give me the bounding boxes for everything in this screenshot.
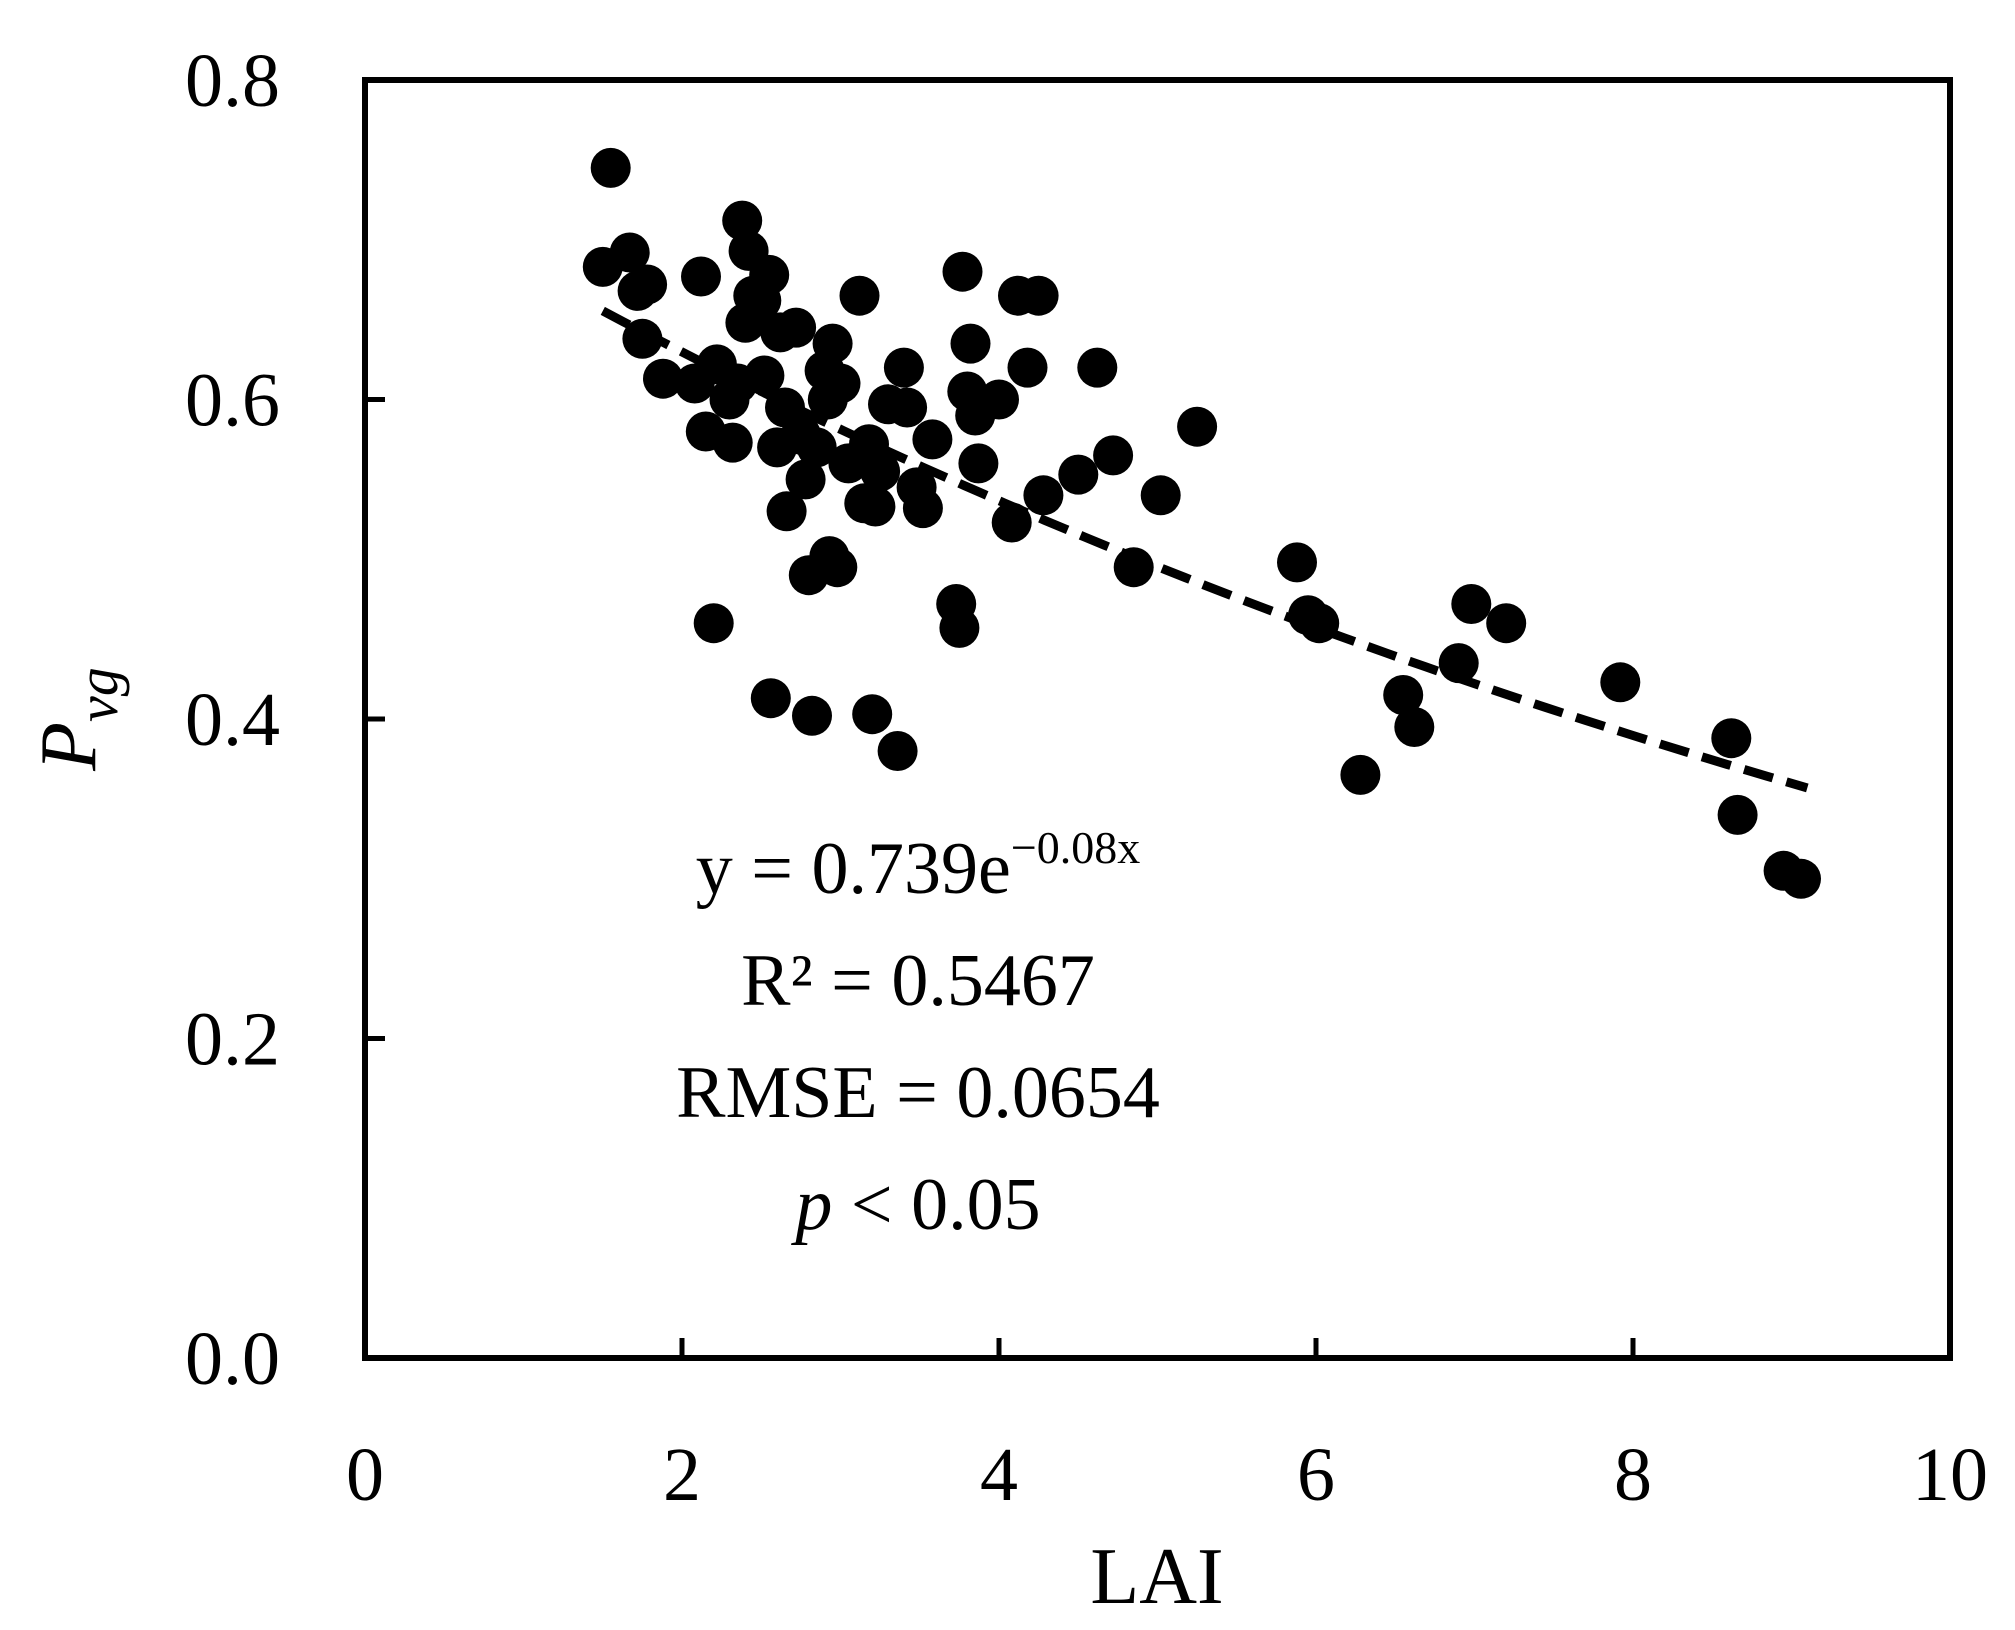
y-tick-label: 0.4 bbox=[185, 678, 280, 762]
x-tick-label: 6 bbox=[1297, 1433, 1335, 1517]
data-point bbox=[590, 147, 631, 188]
data-point bbox=[796, 427, 837, 468]
p-rest: < 0.05 bbox=[832, 1164, 1040, 1246]
data-point bbox=[622, 318, 663, 359]
data-point bbox=[712, 422, 753, 463]
x-tick-label: 2 bbox=[663, 1433, 701, 1517]
data-point bbox=[749, 254, 790, 295]
data-point bbox=[1113, 547, 1154, 588]
data-point bbox=[1007, 347, 1048, 388]
data-point bbox=[785, 459, 826, 500]
data-point bbox=[722, 200, 763, 241]
p-value-text: p < 0.05 bbox=[790, 1164, 1040, 1246]
data-point bbox=[766, 491, 807, 532]
data-point bbox=[820, 363, 861, 404]
y-tick-label: 0.2 bbox=[185, 998, 280, 1082]
y-axis-title-sub: vg bbox=[65, 667, 130, 722]
data-point bbox=[877, 731, 918, 771]
x-axis-ticks: 0 2 4 6 8 10 bbox=[346, 1338, 1988, 1517]
trendline-path bbox=[600, 306, 1809, 793]
y-axis-title: Pvg bbox=[25, 667, 130, 772]
data-point bbox=[681, 256, 721, 297]
trendline bbox=[600, 306, 1809, 793]
data-point bbox=[817, 547, 858, 588]
data-point bbox=[1299, 603, 1340, 644]
data-point bbox=[1451, 584, 1492, 624]
data-point bbox=[1486, 603, 1527, 644]
data-point bbox=[1093, 435, 1134, 476]
data-point bbox=[942, 251, 983, 292]
data-points bbox=[582, 147, 1821, 899]
data-point bbox=[693, 603, 734, 644]
data-point bbox=[855, 486, 896, 527]
data-point bbox=[643, 358, 683, 399]
data-point bbox=[950, 323, 991, 364]
x-tick-label: 8 bbox=[1614, 1433, 1652, 1517]
data-point bbox=[1438, 643, 1479, 684]
data-point bbox=[1023, 475, 1064, 516]
x-axis-title: LAI bbox=[1090, 1533, 1223, 1621]
data-point bbox=[902, 488, 943, 529]
y-axis-title-main: P bbox=[25, 722, 113, 772]
data-point bbox=[1340, 754, 1381, 795]
data-point bbox=[1018, 275, 1059, 316]
rmse-text: RMSE = 0.0654 bbox=[676, 1052, 1160, 1134]
data-point bbox=[1077, 347, 1118, 388]
data-point bbox=[609, 232, 650, 273]
x-tick-label: 4 bbox=[980, 1433, 1018, 1517]
x-tick-label: 0 bbox=[346, 1433, 384, 1517]
equation-base: y = 0.739e bbox=[696, 828, 1011, 910]
equation-exponent: −0.08x bbox=[1011, 822, 1140, 873]
x-tick-label: 10 bbox=[1912, 1433, 1988, 1517]
data-point bbox=[627, 264, 668, 305]
data-point bbox=[1600, 662, 1641, 703]
data-point bbox=[1383, 675, 1424, 715]
data-point bbox=[792, 695, 832, 736]
r2-text: R² = 0.5467 bbox=[741, 940, 1095, 1022]
fit-annotation: y = 0.739e−0.08x R² = 0.5467 RMSE = 0.06… bbox=[676, 822, 1160, 1246]
y-tick-label: 0.8 bbox=[185, 39, 280, 123]
y-axis-ticks: 0.0 0.2 0.4 0.6 0.8 bbox=[185, 39, 385, 1401]
data-point bbox=[812, 323, 853, 364]
data-point bbox=[1177, 406, 1218, 447]
data-point bbox=[1394, 707, 1435, 747]
data-point bbox=[1717, 794, 1758, 835]
y-tick-label: 0.0 bbox=[185, 1317, 280, 1401]
data-point bbox=[1140, 475, 1181, 516]
data-point bbox=[776, 307, 817, 348]
data-point bbox=[852, 694, 893, 735]
p-symbol: p bbox=[790, 1164, 832, 1246]
data-point bbox=[860, 451, 901, 492]
data-point bbox=[939, 607, 980, 648]
data-point bbox=[1781, 858, 1821, 899]
equation-text: y = 0.739e−0.08x bbox=[696, 822, 1141, 910]
data-point bbox=[1277, 542, 1317, 583]
data-point bbox=[883, 347, 924, 388]
data-point bbox=[839, 275, 880, 316]
data-point bbox=[979, 379, 1019, 420]
data-point bbox=[887, 387, 928, 428]
data-point bbox=[744, 355, 785, 396]
data-point bbox=[1058, 454, 1099, 495]
data-point bbox=[912, 419, 953, 460]
data-point bbox=[750, 678, 791, 719]
data-point bbox=[991, 502, 1032, 543]
data-point bbox=[958, 443, 999, 484]
data-point bbox=[1711, 718, 1752, 759]
y-tick-label: 0.6 bbox=[185, 359, 280, 443]
